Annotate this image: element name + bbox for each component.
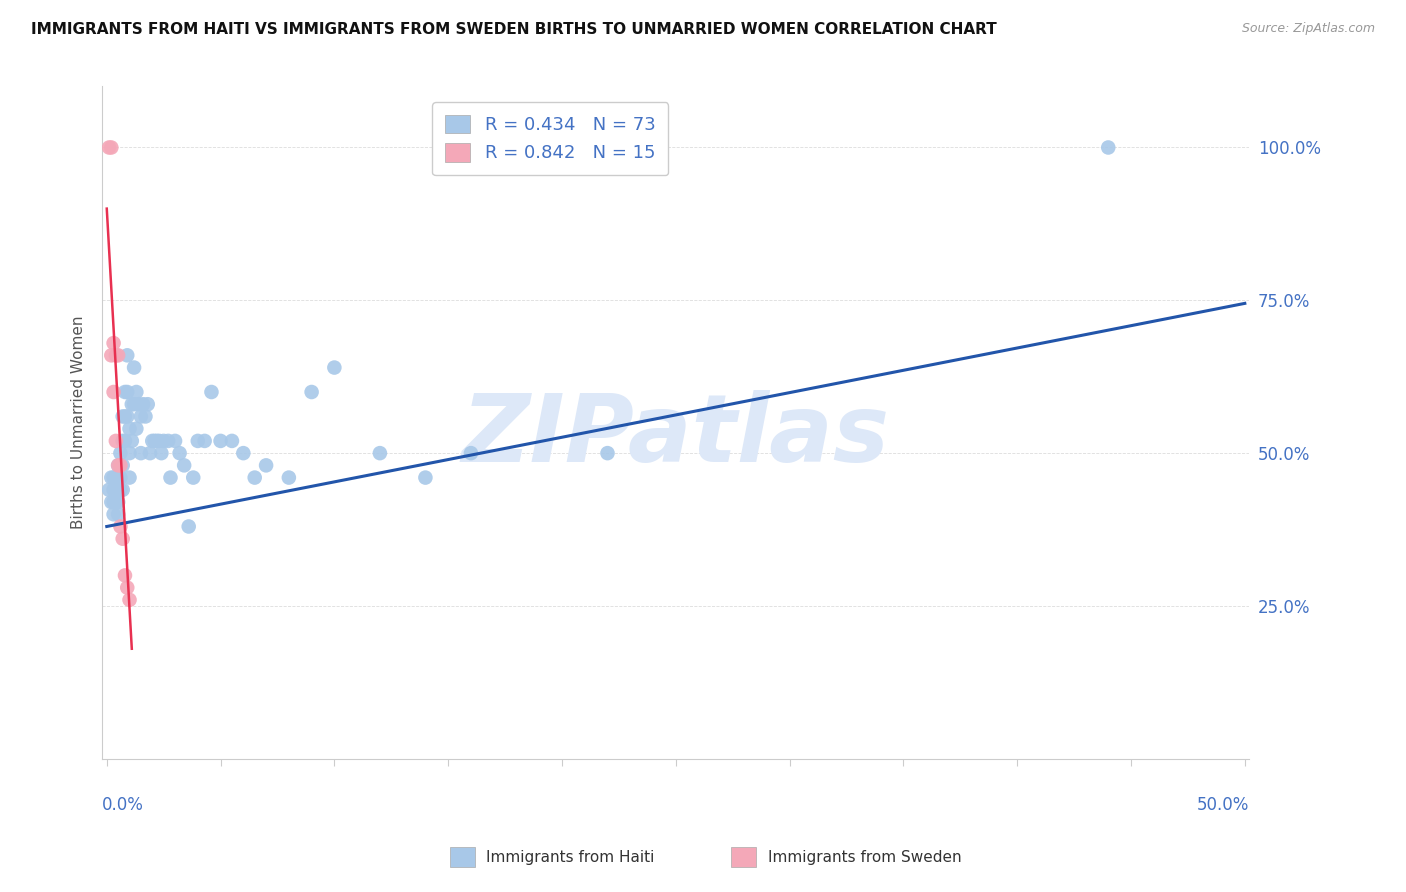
Point: [104, 348, 127, 362]
Point: [104, 495, 127, 509]
Point: [596, 446, 619, 460]
Point: [146, 434, 169, 448]
Point: [323, 360, 346, 375]
Point: [121, 397, 143, 411]
Point: [114, 434, 136, 448]
Point: [157, 434, 180, 448]
Point: [118, 422, 141, 436]
Point: [122, 360, 145, 375]
Point: [118, 446, 141, 460]
Point: [301, 384, 323, 399]
Text: IMMIGRANTS FROM HAITI VS IMMIGRANTS FROM SWEDEN BIRTHS TO UNMARRIED WOMEN CORREL: IMMIGRANTS FROM HAITI VS IMMIGRANTS FROM…: [31, 22, 997, 37]
Point: [110, 519, 132, 533]
Point: [104, 434, 127, 448]
Point: [173, 458, 195, 473]
Point: [107, 508, 129, 522]
Point: [111, 434, 134, 448]
Point: [128, 397, 150, 411]
Point: [122, 397, 145, 411]
Point: [169, 446, 191, 460]
Point: [134, 409, 156, 424]
Point: [110, 470, 132, 484]
Point: [165, 434, 187, 448]
Point: [107, 458, 129, 473]
Point: [104, 483, 127, 497]
Point: [232, 446, 254, 460]
Point: [98, 140, 121, 154]
Point: [368, 446, 391, 460]
Point: [177, 519, 200, 533]
Point: [129, 446, 152, 460]
Point: [114, 409, 136, 424]
Point: [103, 384, 125, 399]
Point: [100, 140, 122, 154]
Point: [104, 470, 127, 484]
Point: [243, 470, 266, 484]
Point: [132, 397, 155, 411]
Point: [152, 434, 174, 448]
Point: [98, 483, 121, 497]
Point: [107, 458, 129, 473]
Point: [114, 568, 136, 582]
Point: [110, 446, 132, 460]
Point: [200, 384, 222, 399]
Point: [100, 470, 122, 484]
Point: [114, 384, 136, 399]
Point: [143, 434, 166, 448]
Point: [148, 434, 170, 448]
Point: [136, 397, 159, 411]
Point: [125, 384, 148, 399]
Point: [1097, 140, 1119, 154]
Point: [460, 446, 482, 460]
Text: Immigrants from Haiti: Immigrants from Haiti: [486, 850, 655, 864]
Point: [415, 470, 437, 484]
Point: [103, 336, 125, 351]
Point: [100, 348, 122, 362]
Point: [141, 434, 163, 448]
Text: ZIPatlas: ZIPatlas: [461, 390, 890, 482]
Text: 50.0%: 50.0%: [1197, 796, 1250, 814]
Point: [117, 409, 139, 424]
Text: 0.0%: 0.0%: [103, 796, 143, 814]
Point: [107, 483, 129, 497]
Point: [187, 434, 209, 448]
Point: [103, 508, 125, 522]
Point: [117, 581, 139, 595]
Text: Source: ZipAtlas.com: Source: ZipAtlas.com: [1241, 22, 1375, 36]
Point: [103, 483, 125, 497]
Point: [221, 434, 243, 448]
Text: Immigrants from Sweden: Immigrants from Sweden: [768, 850, 962, 864]
Point: [150, 446, 173, 460]
Point: [117, 348, 139, 362]
Y-axis label: Births to Unmarried Women: Births to Unmarried Women: [72, 316, 86, 529]
Point: [111, 458, 134, 473]
Point: [129, 409, 152, 424]
Point: [103, 495, 125, 509]
Point: [194, 434, 217, 448]
Point: [181, 470, 204, 484]
Point: [117, 384, 139, 399]
Point: [111, 483, 134, 497]
Point: [125, 422, 148, 436]
Point: [110, 483, 132, 497]
Point: [100, 495, 122, 509]
Point: [118, 470, 141, 484]
Point: [118, 592, 141, 607]
Point: [209, 434, 232, 448]
Point: [110, 458, 132, 473]
Point: [139, 446, 162, 460]
Point: [121, 434, 143, 448]
Point: [159, 470, 181, 484]
Point: [107, 495, 129, 509]
Point: [103, 470, 125, 484]
Point: [254, 458, 277, 473]
Point: [111, 409, 134, 424]
Point: [277, 470, 299, 484]
Point: [111, 532, 134, 546]
Legend: R = 0.434   N = 73, R = 0.842   N = 15: R = 0.434 N = 73, R = 0.842 N = 15: [433, 102, 668, 175]
Point: [107, 348, 129, 362]
Point: [107, 470, 129, 484]
